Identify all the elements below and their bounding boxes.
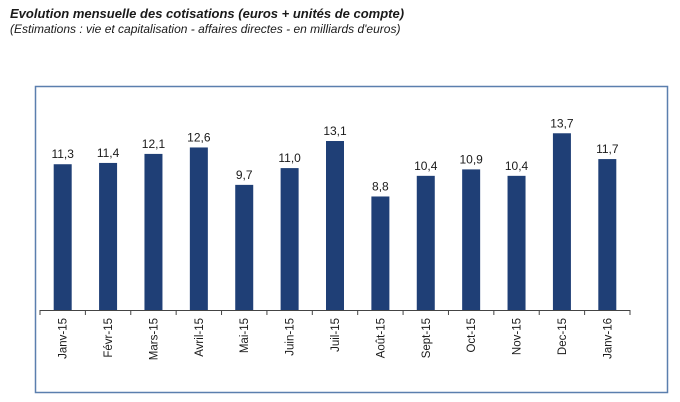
bar-mars-15: [144, 153, 163, 310]
value-label: 10,4: [414, 159, 438, 173]
chart-title: Evolution mensuelle des cotisations (eur…: [10, 6, 405, 21]
bar-juin-15: [280, 168, 299, 310]
bar-janv-15: [53, 164, 72, 310]
bar-août-15: [371, 196, 390, 310]
chart-subtitle: (Estimations : vie et capitalisation - a…: [10, 22, 401, 36]
category-label: Janv-15: [58, 318, 70, 359]
value-labels-group: 11,3 11,4 12,1 12,6 9,7 11,0 13,1 8,8 10,4 10,9 10…: [51, 116, 618, 193]
bar-avril-15: [189, 147, 208, 310]
value-label: 10,9: [459, 152, 483, 166]
bars-group: [53, 133, 617, 310]
value-label: 8,8: [372, 179, 389, 193]
value-label: 9,7: [236, 168, 253, 182]
category-labels-group: Janv-15 Févr-15 Mars-15 Avril-15 Mai-15 Juin-…: [58, 318, 615, 360]
category-label: Févr-15: [103, 318, 115, 358]
category-label: Mars-15: [148, 318, 160, 360]
bar-sept-15: [416, 175, 435, 310]
value-label: 13,1: [323, 124, 347, 138]
value-label: 11,7: [596, 142, 619, 156]
value-label: 12,1: [142, 137, 166, 151]
value-label: 10,4: [505, 159, 529, 173]
bar-mai-15: [235, 184, 254, 310]
category-label: Sept-15: [421, 318, 433, 358]
value-label: 11,0: [278, 151, 301, 165]
bar-oct-15: [462, 169, 481, 310]
value-label: 11,4: [97, 146, 120, 160]
category-label: Avril-15: [194, 318, 206, 357]
bar-juil-15: [326, 141, 344, 310]
value-label: 11,3: [51, 147, 74, 161]
category-label: Juin-15: [285, 318, 297, 356]
category-label: Juil-15: [330, 318, 342, 352]
value-label: 12,6: [187, 130, 211, 144]
category-label: Oct-15: [466, 318, 478, 353]
bar-nov-15: [507, 175, 526, 310]
bar-janv-16: [598, 159, 617, 310]
category-label: Dec-15: [557, 318, 569, 355]
bar-févr-15: [99, 162, 118, 310]
category-label: Mai-15: [239, 318, 251, 353]
ticks-group: [39, 310, 631, 315]
bar-dec-15: [552, 133, 571, 310]
category-label: Nov-15: [512, 318, 524, 355]
category-label: Janv-16: [602, 318, 614, 359]
category-label: Août-15: [375, 318, 387, 358]
chart-frame: [34, 85, 669, 394]
value-label: 13,7: [550, 116, 574, 130]
